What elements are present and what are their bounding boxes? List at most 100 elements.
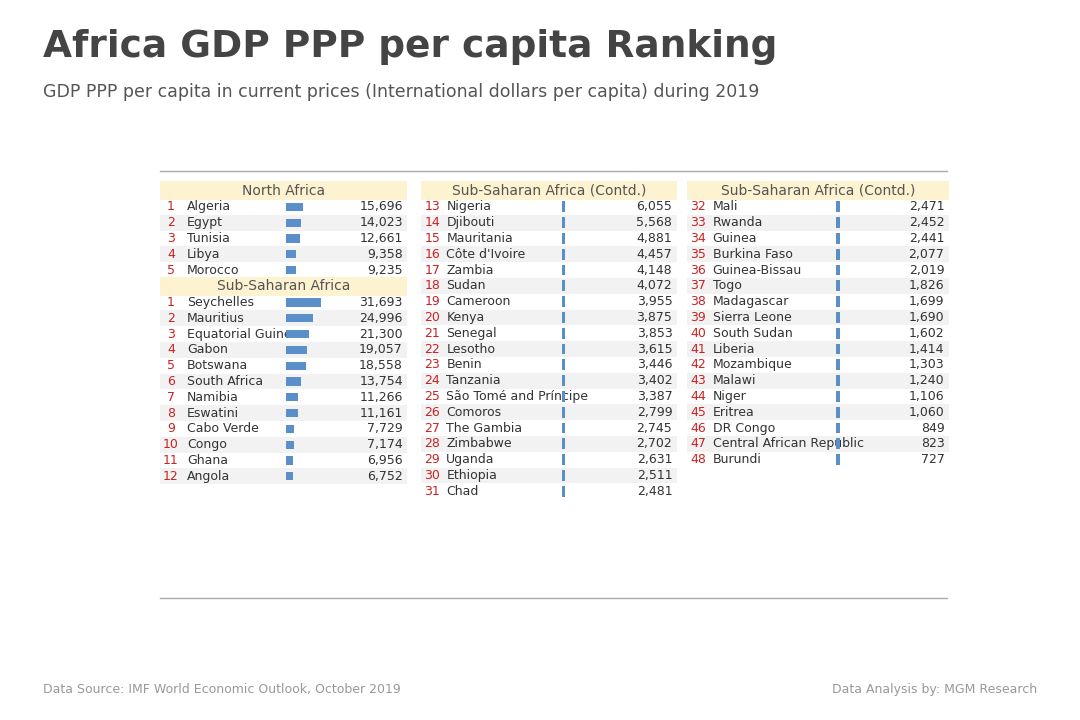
FancyBboxPatch shape bbox=[688, 215, 948, 230]
FancyBboxPatch shape bbox=[688, 405, 948, 420]
Text: Algeria: Algeria bbox=[187, 200, 231, 213]
FancyBboxPatch shape bbox=[688, 341, 948, 357]
Text: Botswana: Botswana bbox=[187, 359, 248, 372]
Text: 31,693: 31,693 bbox=[360, 296, 403, 309]
Text: GDP PPP per capita in current prices (International dollars per capita) during 2: GDP PPP per capita in current prices (In… bbox=[43, 83, 759, 101]
Text: 43: 43 bbox=[690, 374, 706, 387]
FancyBboxPatch shape bbox=[421, 310, 676, 325]
Text: 21,300: 21,300 bbox=[360, 328, 403, 341]
FancyBboxPatch shape bbox=[836, 375, 840, 386]
FancyBboxPatch shape bbox=[160, 390, 407, 405]
Text: Nigeria: Nigeria bbox=[446, 200, 491, 213]
Text: 4,148: 4,148 bbox=[637, 264, 673, 276]
Text: Burkina Faso: Burkina Faso bbox=[713, 248, 793, 261]
Text: 24: 24 bbox=[424, 374, 440, 387]
FancyBboxPatch shape bbox=[562, 328, 565, 338]
Text: Benin: Benin bbox=[446, 359, 482, 372]
Text: Ethiopia: Ethiopia bbox=[446, 469, 497, 482]
FancyBboxPatch shape bbox=[836, 202, 840, 212]
Text: 35: 35 bbox=[690, 248, 706, 261]
Text: Côte d'Ivoire: Côte d'Ivoire bbox=[446, 248, 526, 261]
Text: Chad: Chad bbox=[446, 485, 478, 498]
Text: 1,240: 1,240 bbox=[908, 374, 944, 387]
Text: 6,956: 6,956 bbox=[367, 454, 403, 467]
Text: São Tomé and Príncipe: São Tomé and Príncipe bbox=[446, 390, 589, 403]
Text: Tanzania: Tanzania bbox=[446, 374, 501, 387]
FancyBboxPatch shape bbox=[160, 453, 407, 469]
Text: Africa GDP PPP per capita Ranking: Africa GDP PPP per capita Ranking bbox=[43, 29, 778, 65]
Text: Lesotho: Lesotho bbox=[446, 343, 496, 356]
FancyBboxPatch shape bbox=[285, 266, 296, 274]
Text: 9,358: 9,358 bbox=[367, 248, 403, 261]
Text: South Sudan: South Sudan bbox=[713, 327, 793, 340]
FancyBboxPatch shape bbox=[836, 217, 840, 228]
Text: 3,615: 3,615 bbox=[637, 343, 673, 356]
Text: 5: 5 bbox=[167, 264, 175, 276]
Text: 18: 18 bbox=[424, 279, 440, 292]
Text: 4,881: 4,881 bbox=[636, 232, 673, 245]
FancyBboxPatch shape bbox=[160, 342, 407, 358]
Text: Namibia: Namibia bbox=[187, 391, 239, 404]
Text: 14,023: 14,023 bbox=[360, 216, 403, 229]
Text: Malawi: Malawi bbox=[713, 374, 756, 387]
FancyBboxPatch shape bbox=[160, 405, 407, 421]
FancyBboxPatch shape bbox=[285, 377, 301, 386]
Text: 15,696: 15,696 bbox=[360, 200, 403, 213]
Text: 1,602: 1,602 bbox=[908, 327, 944, 340]
Text: Comoros: Comoros bbox=[446, 406, 501, 419]
FancyBboxPatch shape bbox=[421, 405, 676, 420]
Text: 7,174: 7,174 bbox=[367, 438, 403, 451]
FancyBboxPatch shape bbox=[562, 343, 565, 354]
FancyBboxPatch shape bbox=[562, 454, 565, 465]
Text: 48: 48 bbox=[690, 453, 706, 466]
FancyBboxPatch shape bbox=[562, 375, 565, 386]
FancyBboxPatch shape bbox=[160, 294, 407, 310]
Text: 3: 3 bbox=[167, 328, 175, 341]
Text: 17: 17 bbox=[424, 264, 440, 276]
Text: 1,106: 1,106 bbox=[908, 390, 944, 403]
FancyBboxPatch shape bbox=[285, 441, 294, 449]
Text: Togo: Togo bbox=[713, 279, 741, 292]
Text: 10: 10 bbox=[163, 438, 179, 451]
FancyBboxPatch shape bbox=[562, 438, 565, 449]
Text: 22: 22 bbox=[424, 343, 440, 356]
Text: Gabon: Gabon bbox=[187, 343, 228, 356]
Text: 2,702: 2,702 bbox=[636, 437, 673, 450]
FancyBboxPatch shape bbox=[421, 230, 676, 246]
Text: 2,799: 2,799 bbox=[637, 406, 673, 419]
FancyBboxPatch shape bbox=[836, 407, 840, 418]
Text: 2: 2 bbox=[167, 312, 175, 325]
Text: Cabo Verde: Cabo Verde bbox=[187, 423, 259, 436]
Text: DR Congo: DR Congo bbox=[713, 421, 774, 435]
FancyBboxPatch shape bbox=[836, 423, 840, 433]
Text: 40: 40 bbox=[690, 327, 706, 340]
Text: Egypt: Egypt bbox=[187, 216, 222, 229]
FancyBboxPatch shape bbox=[836, 312, 840, 323]
FancyBboxPatch shape bbox=[836, 265, 840, 276]
Text: 1,060: 1,060 bbox=[908, 406, 944, 419]
FancyBboxPatch shape bbox=[421, 325, 676, 341]
Text: 15: 15 bbox=[424, 232, 440, 245]
Text: 6,055: 6,055 bbox=[636, 200, 673, 213]
FancyBboxPatch shape bbox=[160, 199, 407, 215]
FancyBboxPatch shape bbox=[688, 436, 948, 451]
FancyBboxPatch shape bbox=[562, 233, 565, 244]
Text: 11,161: 11,161 bbox=[360, 407, 403, 420]
Text: South Africa: South Africa bbox=[187, 375, 264, 388]
FancyBboxPatch shape bbox=[562, 407, 565, 418]
FancyBboxPatch shape bbox=[562, 265, 565, 276]
FancyBboxPatch shape bbox=[421, 483, 676, 499]
Text: 21: 21 bbox=[424, 327, 440, 340]
FancyBboxPatch shape bbox=[688, 246, 948, 262]
FancyBboxPatch shape bbox=[285, 456, 294, 464]
FancyBboxPatch shape bbox=[562, 486, 565, 497]
Text: 31: 31 bbox=[424, 485, 440, 498]
Text: 2,471: 2,471 bbox=[908, 200, 944, 213]
Text: 26: 26 bbox=[424, 406, 440, 419]
Text: 11,266: 11,266 bbox=[360, 391, 403, 404]
FancyBboxPatch shape bbox=[160, 326, 407, 342]
FancyBboxPatch shape bbox=[160, 437, 407, 453]
FancyBboxPatch shape bbox=[160, 230, 407, 246]
FancyBboxPatch shape bbox=[160, 469, 407, 484]
Text: 18,558: 18,558 bbox=[359, 359, 403, 372]
